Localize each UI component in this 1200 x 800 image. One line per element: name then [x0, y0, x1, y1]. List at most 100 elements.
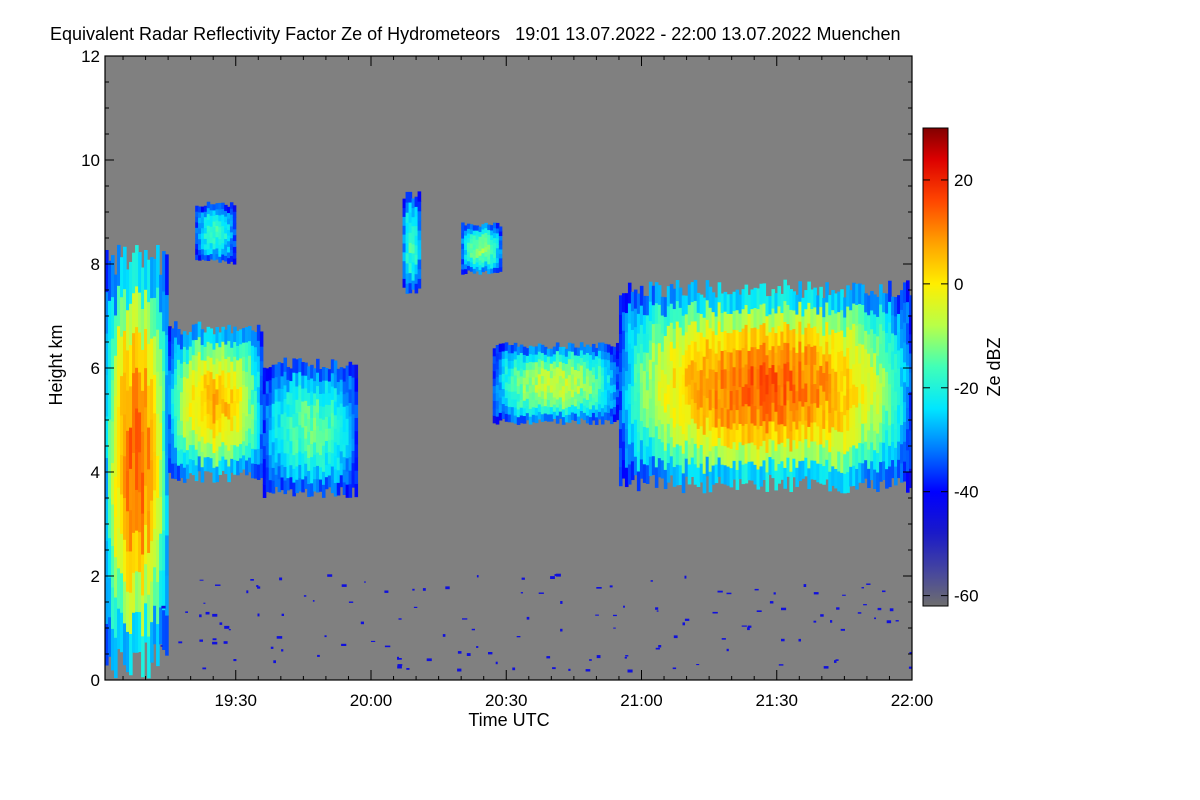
echo-cell	[642, 295, 647, 316]
echo-cell	[218, 375, 222, 390]
echo-cell	[292, 427, 296, 442]
echo-cell	[555, 382, 560, 392]
echo-cell	[348, 415, 353, 431]
echo-cell	[738, 349, 743, 369]
echo-cell	[256, 324, 261, 341]
echo-cell	[738, 368, 743, 388]
echo-cell	[684, 403, 689, 423]
echo-cell	[227, 257, 231, 264]
echo-cell	[233, 341, 237, 357]
echo-cell	[156, 539, 160, 583]
echo-cell	[561, 362, 566, 371]
echo-cell	[645, 370, 650, 391]
echo-cell	[274, 388, 279, 402]
echo-cell	[230, 374, 234, 390]
echo-cell	[771, 364, 776, 384]
echo-cell	[327, 404, 332, 417]
echo-cell	[280, 401, 285, 415]
echo-cell	[633, 419, 638, 439]
echo-cell	[534, 384, 539, 393]
echo-cell	[218, 389, 222, 404]
echo-cell	[858, 283, 862, 304]
echo-cell	[825, 341, 829, 362]
echo-cell	[218, 244, 222, 251]
echo-cell	[319, 442, 323, 456]
noise-speck	[471, 628, 475, 631]
echo-cell	[906, 301, 910, 324]
echo-cell	[498, 397, 503, 406]
echo-cell	[714, 389, 719, 410]
echo-cell	[339, 438, 344, 452]
echo-cell	[729, 390, 734, 411]
echo-cell	[319, 478, 323, 492]
echo-cell	[277, 413, 282, 428]
echo-cell	[675, 423, 680, 445]
echo-cell	[414, 206, 419, 217]
echo-cell	[906, 428, 910, 451]
echo-cell	[501, 403, 506, 412]
echo-cell	[549, 363, 554, 371]
echo-cell	[144, 406, 148, 447]
echo-cell	[687, 324, 692, 345]
echo-cell	[242, 342, 246, 357]
echo-cell	[822, 353, 826, 374]
echo-cell	[810, 403, 814, 423]
noise-speck	[726, 648, 729, 652]
echo-cell	[493, 222, 497, 229]
echo-cell	[212, 237, 217, 244]
echo-cell	[242, 384, 246, 400]
echo-cell	[232, 205, 237, 212]
echo-cell	[492, 407, 497, 416]
echo-cell	[484, 241, 488, 248]
echo-cell	[738, 386, 743, 406]
echo-cell	[678, 405, 683, 426]
echo-cell	[339, 402, 344, 416]
echo-cell	[756, 348, 761, 370]
echo-cell	[248, 384, 252, 400]
echo-cell	[295, 452, 299, 467]
echo-cell	[675, 464, 680, 486]
echo-cell	[168, 457, 172, 473]
echo-cell	[612, 406, 617, 415]
echo-cell	[354, 364, 359, 379]
noise-speck	[874, 617, 876, 620]
echo-cell	[741, 464, 746, 485]
echo-cell	[774, 293, 779, 314]
echo-cell	[215, 327, 220, 344]
echo-cell	[639, 439, 644, 460]
echo-cell	[612, 354, 617, 363]
echo-cell	[870, 422, 874, 443]
echo-cell	[307, 483, 311, 497]
echo-cell	[256, 463, 261, 480]
echo-cell	[843, 453, 847, 474]
echo-cell	[582, 383, 587, 392]
echo-cell	[274, 376, 279, 390]
echo-cell	[227, 206, 231, 214]
echo-cell	[840, 411, 844, 433]
noise-speck	[457, 651, 462, 654]
echo-cell	[825, 419, 829, 441]
echo-cell	[498, 366, 503, 375]
echo-cell	[487, 234, 491, 240]
echo-cell	[117, 608, 121, 650]
echo-cell	[870, 309, 874, 330]
echo-cell	[307, 444, 311, 458]
echo-cell	[819, 326, 823, 347]
echo-cell	[108, 339, 112, 380]
echo-cell	[232, 228, 237, 236]
noise-speck	[364, 581, 366, 583]
echo-cell	[570, 389, 575, 398]
echo-anvil-block-2	[262, 357, 359, 498]
noise-speck	[550, 576, 555, 579]
x-tick-label: 20:30	[485, 691, 528, 710]
noise-speck	[512, 667, 516, 671]
echo-cell	[495, 360, 500, 370]
echo-cell	[138, 451, 142, 493]
echo-cell	[126, 631, 130, 673]
echo-cell	[792, 402, 796, 422]
echo-cell	[313, 466, 317, 480]
echo-cell	[126, 550, 130, 592]
echo-cell	[825, 301, 829, 323]
echo-cell	[741, 405, 746, 426]
echo-cell	[693, 341, 698, 363]
